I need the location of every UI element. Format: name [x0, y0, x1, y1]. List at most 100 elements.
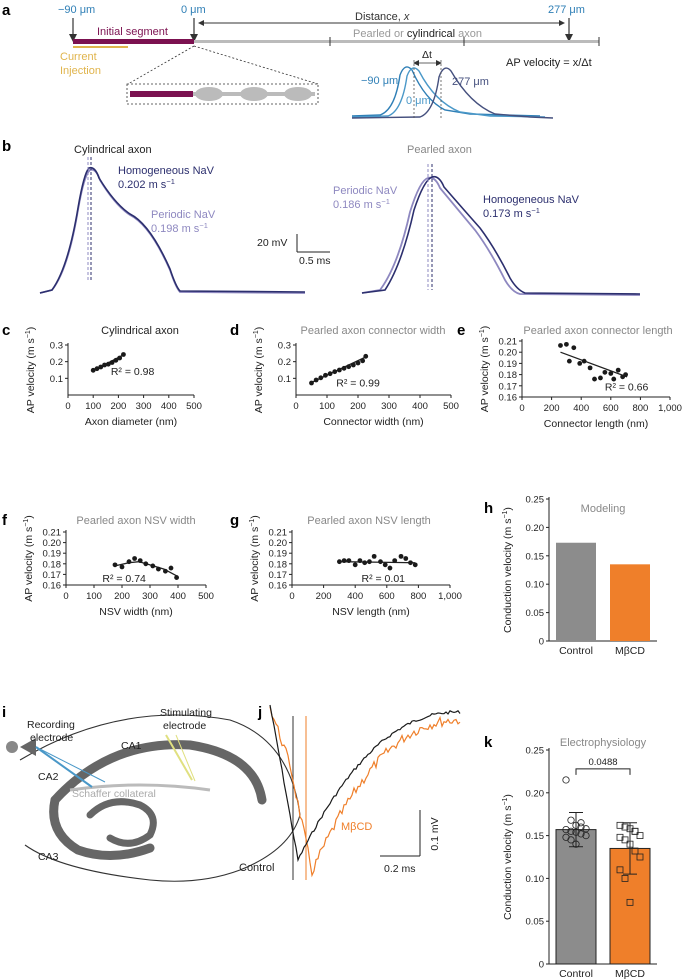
data-point	[408, 560, 413, 566]
data-point	[572, 840, 580, 848]
fit-line-e	[560, 351, 628, 378]
trace-label-neg90: −90 μm	[361, 75, 398, 87]
data-point	[392, 558, 398, 564]
data-point	[621, 823, 629, 831]
fit-line-g	[339, 561, 416, 564]
data-point	[341, 558, 347, 564]
mbcd-trace-label: MβCD	[341, 821, 372, 833]
data-point	[566, 358, 572, 364]
pearl-homogeneous-label: Homogeneous NaV	[483, 194, 580, 206]
data-point	[350, 362, 356, 368]
y-tick-label: 0.1	[278, 374, 291, 385]
x-axis-label-e: Connector length (nm)	[544, 418, 648, 430]
position-label-neg90: −90 μm	[58, 4, 95, 16]
x-tick-label: 400	[161, 401, 177, 412]
pearl-periodic-value: 0.186 m s−1	[333, 197, 390, 211]
y-tick-label: 0.2	[50, 357, 63, 368]
data-point	[337, 559, 342, 565]
y-tick-label: 0.17	[43, 570, 62, 581]
data-point	[608, 371, 614, 376]
x-tick-label: 500	[443, 401, 459, 412]
current-injection-bar	[73, 46, 128, 48]
data-point	[346, 558, 352, 564]
panel-label-i: i	[2, 704, 6, 721]
data-point	[367, 559, 372, 565]
y-tick-label: 0	[539, 960, 544, 971]
panel-label-j: j	[257, 704, 262, 721]
data-point	[126, 559, 132, 565]
y-tick-label: 0.2	[278, 357, 291, 368]
data-point	[616, 821, 624, 829]
panel-j: j MβCD Control 0.1 mV 0.2 ms	[239, 704, 461, 880]
data-point	[571, 345, 577, 351]
y-tick-label: 0.25	[526, 746, 545, 757]
data-point	[352, 562, 358, 568]
y-tick-label: 0.3	[278, 341, 291, 352]
y-tick-label: 0.05	[526, 917, 545, 928]
data-point	[577, 361, 583, 366]
control-trace	[269, 704, 461, 863]
ca3-label: CA3	[38, 851, 59, 863]
stimulating-electrode-label-2: electrode	[163, 720, 206, 732]
category-label: MβCD	[615, 645, 645, 657]
data-point	[313, 377, 319, 383]
position-label-zero: 0 μm	[181, 4, 206, 16]
data-point	[581, 358, 587, 364]
significance-bracket	[575, 768, 631, 775]
data-point	[621, 836, 629, 844]
category-label: MβCD	[615, 968, 645, 979]
data-point	[318, 375, 324, 381]
panel-a: a −90 μm 0 μm 277 μm Distance, x Initial…	[2, 2, 600, 119]
r-squared-e: R² = 0.66	[605, 381, 649, 393]
panel-j-scale-ms: 0.2 ms	[384, 863, 416, 875]
panel-label-c: c	[2, 322, 10, 339]
data-point	[143, 561, 149, 567]
y-tick-label: 0.16	[43, 581, 62, 592]
x-tick-label: 0	[65, 401, 70, 412]
panel-b: b Cylindrical axon Pearled axon Homogene…	[2, 138, 641, 296]
cylindrical-axon-title: Cylindrical axon	[74, 144, 152, 156]
bar-k-0	[555, 829, 597, 965]
panel-j-scale-bar	[380, 810, 421, 857]
x-tick-label: 800	[632, 403, 648, 414]
data-point	[109, 360, 115, 365]
panel-label-f: f	[2, 512, 8, 529]
delta-t-label: Δt	[422, 49, 432, 61]
data-point	[332, 369, 338, 375]
x-tick-label: 200	[114, 591, 130, 602]
chart-title-k: Electrophysiology	[560, 737, 647, 749]
y-tick-label: 0.1	[50, 374, 63, 385]
y-tick-label: 0.21	[43, 528, 62, 539]
data-point	[105, 361, 111, 367]
x-tick-label: 0	[519, 403, 524, 414]
y-tick-label: 0.17	[499, 381, 518, 392]
panel-d-chart: d Pearled axon connector width 0 100 200 300 4…	[230, 322, 459, 428]
data-point	[387, 565, 393, 571]
y-axis-label-g: AP velocity (m s−1)	[249, 515, 261, 602]
panel-label-d: d	[230, 322, 239, 339]
data-point	[398, 553, 404, 559]
y-tick-label: 0	[539, 637, 544, 648]
chart-title-d: Pearled axon connector width	[301, 325, 446, 337]
mbcd-trace	[269, 706, 461, 878]
data-point	[168, 565, 174, 571]
x-tick-label: 0	[293, 401, 298, 412]
data-point	[587, 365, 593, 371]
y-tick-label: 0.10	[526, 874, 545, 885]
y-tick-label: 0.3	[50, 341, 63, 352]
y-axis-label-k: Conduction velocity (m s−1)	[502, 794, 514, 920]
data-point	[412, 562, 418, 568]
data-point	[98, 364, 104, 370]
panel-b-scale-mv: 20 mV	[257, 237, 287, 249]
x-tick-label: 1,000	[658, 403, 682, 414]
y-tick-label: 0.18	[43, 559, 62, 570]
pearled-traces	[361, 164, 641, 296]
y-tick-label: 0.19	[269, 549, 288, 560]
data-point	[102, 362, 107, 368]
data-point	[577, 823, 585, 831]
bar-h-0	[556, 542, 596, 641]
data-point	[616, 866, 624, 874]
data-point	[119, 564, 125, 570]
y-tick-label: 0.25	[526, 495, 545, 506]
axon-type-label: Pearled or cylindrical axon	[353, 28, 482, 40]
